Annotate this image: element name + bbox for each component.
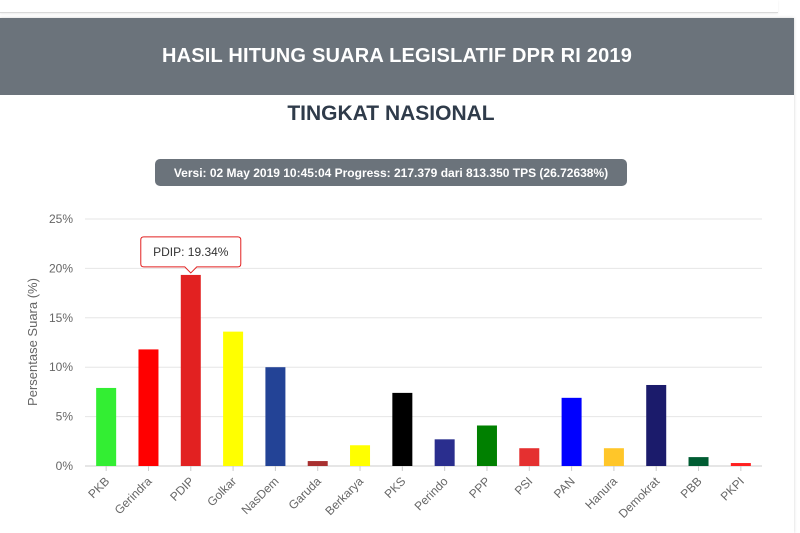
bar-gerindra[interactable] (138, 349, 159, 466)
panel-header: HASIL HITUNG SUARA LEGISLATIF DPR RI 201… (0, 18, 794, 95)
bar-pbb[interactable] (688, 457, 709, 466)
bar-perindo[interactable] (434, 439, 455, 466)
bar-berkarya[interactable] (350, 445, 371, 466)
bar-pks[interactable] (392, 392, 413, 466)
x-tick-label: PKPI (718, 474, 747, 503)
bar-nasdem[interactable] (265, 367, 286, 466)
bar-garuda[interactable] (307, 461, 328, 466)
panel-title: HASIL HITUNG SUARA LEGISLATIF DPR RI 201… (161, 45, 633, 67)
x-tick-label: PAN (551, 474, 578, 501)
x-tick-label: Garuda (286, 474, 324, 512)
bar-ppp[interactable] (476, 425, 497, 466)
x-axis: PKB Gerindra PDIP Golkar NasDem GarudaBerkary… (85, 466, 747, 521)
y-tick-label: 20% (49, 261, 73, 275)
bar-hanura[interactable] (603, 448, 624, 466)
y-tick-label: 5% (56, 410, 74, 424)
x-tick-label: Golkar (204, 474, 239, 509)
bar-pkb[interactable] (96, 387, 117, 466)
bar-psi[interactable] (519, 448, 540, 466)
bar-golkar[interactable] (223, 331, 244, 466)
tooltip: PDIP: 19.34% (140, 236, 242, 274)
x-tick-label: PKS (382, 474, 409, 501)
y-tick-label: 10% (49, 360, 73, 374)
x-tick-label: Berkarya (322, 474, 366, 518)
bar-pan[interactable] (561, 397, 582, 466)
x-tick-label: NasDem (239, 474, 282, 517)
top-card-edge (0, 0, 778, 13)
x-tick-label: Hanura (582, 474, 620, 512)
bar-demokrat[interactable] (646, 384, 667, 466)
y-tick-label: 25% (49, 212, 73, 226)
y-tick-label: 15% (49, 311, 73, 325)
tooltip-box (140, 236, 242, 274)
x-tick-label: PBB (678, 474, 705, 501)
x-tick-label: PKB (85, 474, 112, 501)
bar-pdip[interactable] (180, 274, 201, 466)
x-tick-label: PPP (466, 474, 493, 501)
x-tick-label: Demokrat (616, 474, 663, 521)
x-tick-label: Gerindra (112, 474, 155, 517)
bars (96, 274, 751, 466)
y-axis: 0% 5% 10% 15% 20% 25% (49, 212, 73, 473)
bar-pkpi[interactable] (730, 463, 751, 466)
y-tick-label: 0% (56, 459, 74, 473)
chart-title: TINGKAT NASIONAL (287, 102, 495, 125)
y-axis-title: Persentase Suara (%) (25, 278, 40, 406)
x-tick-label: PDIP (167, 474, 197, 504)
tooltip-label: PDIP: 19.34% (153, 245, 229, 259)
version-progress-badge: Versi: 02 May 2019 10:45:04 Progress: 21… (155, 159, 627, 186)
x-tick-label: PSI (512, 474, 536, 498)
x-tick-label: Perindo (412, 474, 451, 513)
